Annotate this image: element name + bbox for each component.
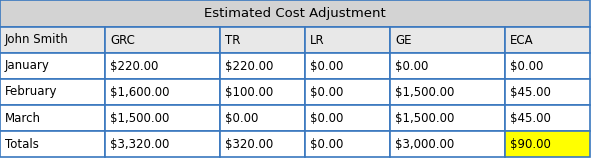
- Bar: [0, 105, 105, 131]
- Bar: [105, 79, 220, 105]
- Text: $0.00: $0.00: [510, 59, 543, 73]
- Text: $0.00: $0.00: [310, 138, 343, 150]
- Bar: [305, 53, 390, 79]
- Bar: [505, 131, 590, 157]
- Bar: [390, 27, 505, 53]
- Text: $320.00: $320.00: [225, 138, 274, 150]
- Text: February: February: [5, 86, 57, 98]
- Bar: [0, 27, 105, 53]
- Text: March: March: [5, 111, 41, 125]
- Text: $220.00: $220.00: [225, 59, 274, 73]
- Text: $1,600.00: $1,600.00: [110, 86, 169, 98]
- Text: January: January: [5, 59, 50, 73]
- Bar: [305, 79, 390, 105]
- Bar: [220, 27, 305, 53]
- Bar: [105, 131, 220, 157]
- Bar: [505, 27, 590, 53]
- Text: Totals: Totals: [5, 138, 39, 150]
- Text: GE: GE: [395, 34, 411, 46]
- Bar: [220, 79, 305, 105]
- Bar: [390, 53, 505, 79]
- Bar: [0, 131, 105, 157]
- Bar: [305, 105, 390, 131]
- Text: LR: LR: [310, 34, 325, 46]
- Bar: [305, 131, 390, 157]
- Text: $0.00: $0.00: [310, 59, 343, 73]
- Text: $3,320.00: $3,320.00: [110, 138, 169, 150]
- Bar: [390, 105, 505, 131]
- Text: GRC: GRC: [110, 34, 135, 46]
- Text: Estimated Cost Adjustment: Estimated Cost Adjustment: [204, 7, 386, 20]
- Bar: [105, 53, 220, 79]
- Bar: [505, 79, 590, 105]
- Text: $0.00: $0.00: [310, 111, 343, 125]
- Bar: [390, 79, 505, 105]
- Text: $0.00: $0.00: [225, 111, 258, 125]
- Text: $1,500.00: $1,500.00: [395, 111, 455, 125]
- Text: $0.00: $0.00: [395, 59, 428, 73]
- Text: $90.00: $90.00: [510, 138, 551, 150]
- Bar: [105, 27, 220, 53]
- Bar: [0, 79, 105, 105]
- Bar: [390, 131, 505, 157]
- Text: John Smith: John Smith: [5, 34, 69, 46]
- Text: $0.00: $0.00: [310, 86, 343, 98]
- Text: ECA: ECA: [510, 34, 533, 46]
- Bar: [0, 0, 590, 27]
- Bar: [220, 53, 305, 79]
- Bar: [505, 53, 590, 79]
- Text: $1,500.00: $1,500.00: [395, 86, 455, 98]
- Text: $45.00: $45.00: [510, 86, 551, 98]
- Text: $100.00: $100.00: [225, 86, 274, 98]
- Text: $1,500.00: $1,500.00: [110, 111, 169, 125]
- Text: TR: TR: [225, 34, 240, 46]
- Bar: [305, 27, 390, 53]
- Bar: [220, 105, 305, 131]
- Bar: [220, 131, 305, 157]
- Bar: [505, 105, 590, 131]
- Text: $3,000.00: $3,000.00: [395, 138, 454, 150]
- Text: $220.00: $220.00: [110, 59, 158, 73]
- Bar: [105, 105, 220, 131]
- Text: $45.00: $45.00: [510, 111, 551, 125]
- Bar: [0, 53, 105, 79]
